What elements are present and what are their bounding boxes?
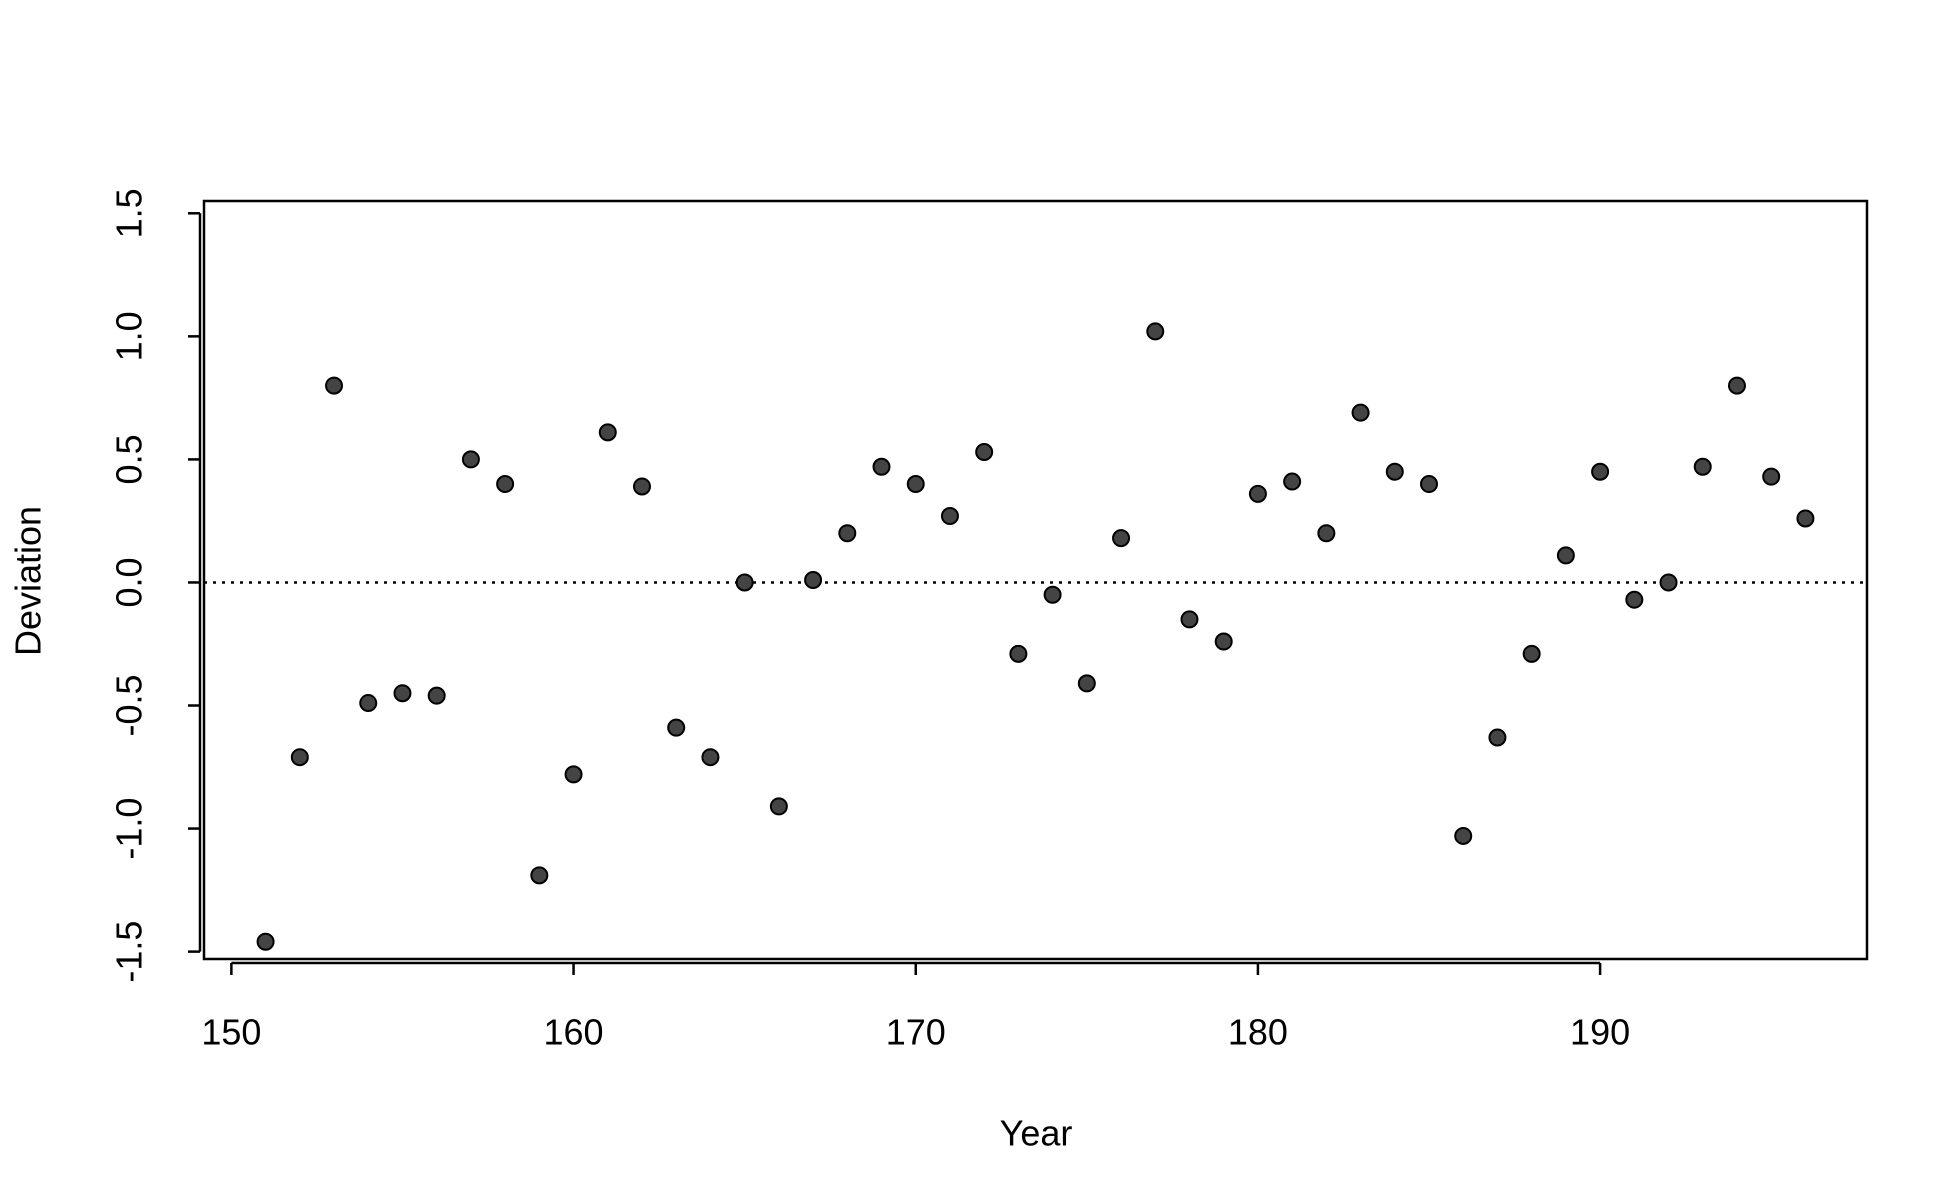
point: [256, 932, 275, 951]
x-tick-label: 170: [886, 1012, 946, 1053]
point: [735, 573, 754, 592]
point: [769, 797, 788, 816]
point: [325, 376, 344, 395]
y-tick-label: -1.0: [109, 798, 150, 860]
point: [1009, 644, 1028, 663]
y-tick-label: 1.5: [109, 188, 150, 238]
point: [496, 475, 515, 494]
point: [1488, 728, 1507, 747]
point: [1556, 546, 1575, 565]
y-tick-label: -1.5: [109, 921, 150, 983]
point: [906, 475, 925, 494]
point: [1454, 826, 1473, 845]
y-axis-label: Deviation: [8, 506, 49, 656]
point: [804, 571, 823, 589]
point: [1112, 529, 1131, 548]
y-tick-label: -0.5: [109, 674, 150, 736]
point: [1762, 467, 1781, 486]
x-axis-label: Year: [1000, 1113, 1073, 1154]
point: [1591, 462, 1610, 481]
point: [1248, 484, 1267, 503]
point: [701, 748, 720, 767]
point: [1727, 376, 1746, 395]
x-tick-label: 150: [201, 1012, 261, 1053]
y-tick-label: 1.0: [109, 311, 150, 361]
point: [1317, 524, 1336, 543]
point: [940, 507, 959, 526]
point: [1659, 573, 1678, 592]
point: [1420, 475, 1439, 494]
point: [564, 765, 583, 784]
point: [1214, 632, 1233, 651]
point: [1180, 610, 1199, 629]
point: [1146, 322, 1165, 341]
point: [530, 866, 549, 885]
point: [1077, 674, 1096, 693]
point: [393, 684, 412, 703]
point: [1283, 472, 1302, 491]
x-tick-label: 160: [544, 1012, 604, 1053]
x-tick-label: 180: [1228, 1012, 1288, 1053]
point: [290, 748, 309, 767]
point: [975, 443, 994, 462]
point: [1693, 457, 1712, 476]
point: [1043, 585, 1062, 604]
plot-box: [202, 199, 1869, 961]
y-tick-label: 0.5: [109, 434, 150, 484]
point: [1796, 509, 1815, 528]
point: [427, 686, 446, 705]
point: [461, 450, 480, 469]
point: [838, 524, 857, 543]
point: [667, 718, 686, 737]
point: [1385, 462, 1404, 481]
point: [632, 477, 651, 496]
point: [1351, 403, 1370, 422]
point: [1625, 590, 1644, 609]
point: [872, 457, 891, 476]
point: [598, 423, 617, 442]
x-tick-label: 190: [1570, 1012, 1630, 1053]
y-tick-label: 0.0: [109, 557, 150, 607]
point: [1522, 644, 1541, 663]
point: [359, 694, 378, 713]
